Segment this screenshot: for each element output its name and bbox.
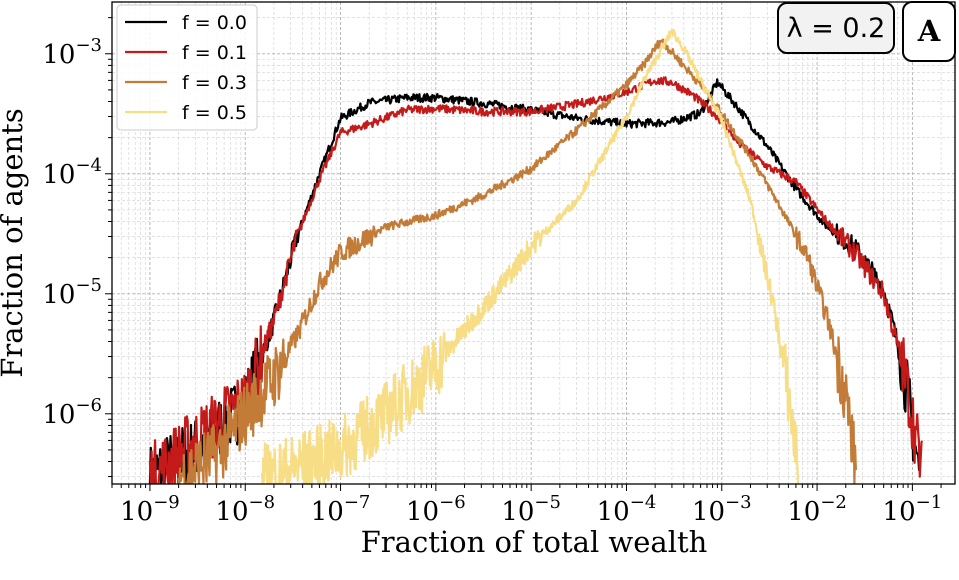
x-tick-label: 10−1 bbox=[883, 492, 943, 527]
y-tick-label: 10−4 bbox=[42, 155, 102, 190]
plot-frame bbox=[111, 1, 956, 485]
series-line-2 bbox=[177, 38, 857, 484]
y-tick-label: 10−5 bbox=[42, 275, 102, 310]
legend-label-0: f = 0.0 bbox=[182, 12, 247, 34]
legend-frame bbox=[116, 4, 258, 131]
x-axis-label: Fraction of total wealth bbox=[361, 525, 708, 559]
x-tick-label: 10−4 bbox=[597, 492, 657, 527]
x-tick-label: 10−7 bbox=[311, 492, 371, 527]
series-line-1 bbox=[148, 76, 924, 484]
x-tick-label: 10−3 bbox=[692, 492, 752, 527]
x-tick-label: 10−2 bbox=[787, 492, 847, 527]
x-tick-label: 10−5 bbox=[501, 492, 561, 527]
lambda-badge-text: λ = 0.2 bbox=[787, 13, 886, 44]
legend-label-2: f = 0.3 bbox=[182, 72, 247, 94]
legend-label-1: f = 0.1 bbox=[182, 42, 247, 64]
panel-label: A bbox=[917, 14, 941, 48]
x-tick-label: 10−8 bbox=[215, 492, 275, 527]
series-line-3 bbox=[260, 28, 800, 484]
series-layer bbox=[148, 28, 924, 484]
x-tick-label: 10−6 bbox=[406, 492, 466, 527]
y-axis-label: Fraction of agents bbox=[0, 108, 29, 377]
y-tick-label: 10−3 bbox=[42, 35, 102, 70]
legend-label-3: f = 0.5 bbox=[182, 102, 247, 124]
x-tick-label: 10−9 bbox=[120, 492, 180, 527]
panel-label-box: A bbox=[902, 1, 956, 62]
axis-ticks: 10−9 10−8 10−7 10−6 10−5 10−4 10−3 10−2 10−1 10−6… bbox=[42, 17, 943, 527]
legend: f = 0.0 f = 0.1 f = 0.3 f = 0.5 bbox=[116, 4, 258, 131]
y-tick-label: 10−6 bbox=[42, 395, 102, 430]
lambda-badge: λ = 0.2 bbox=[777, 2, 895, 54]
